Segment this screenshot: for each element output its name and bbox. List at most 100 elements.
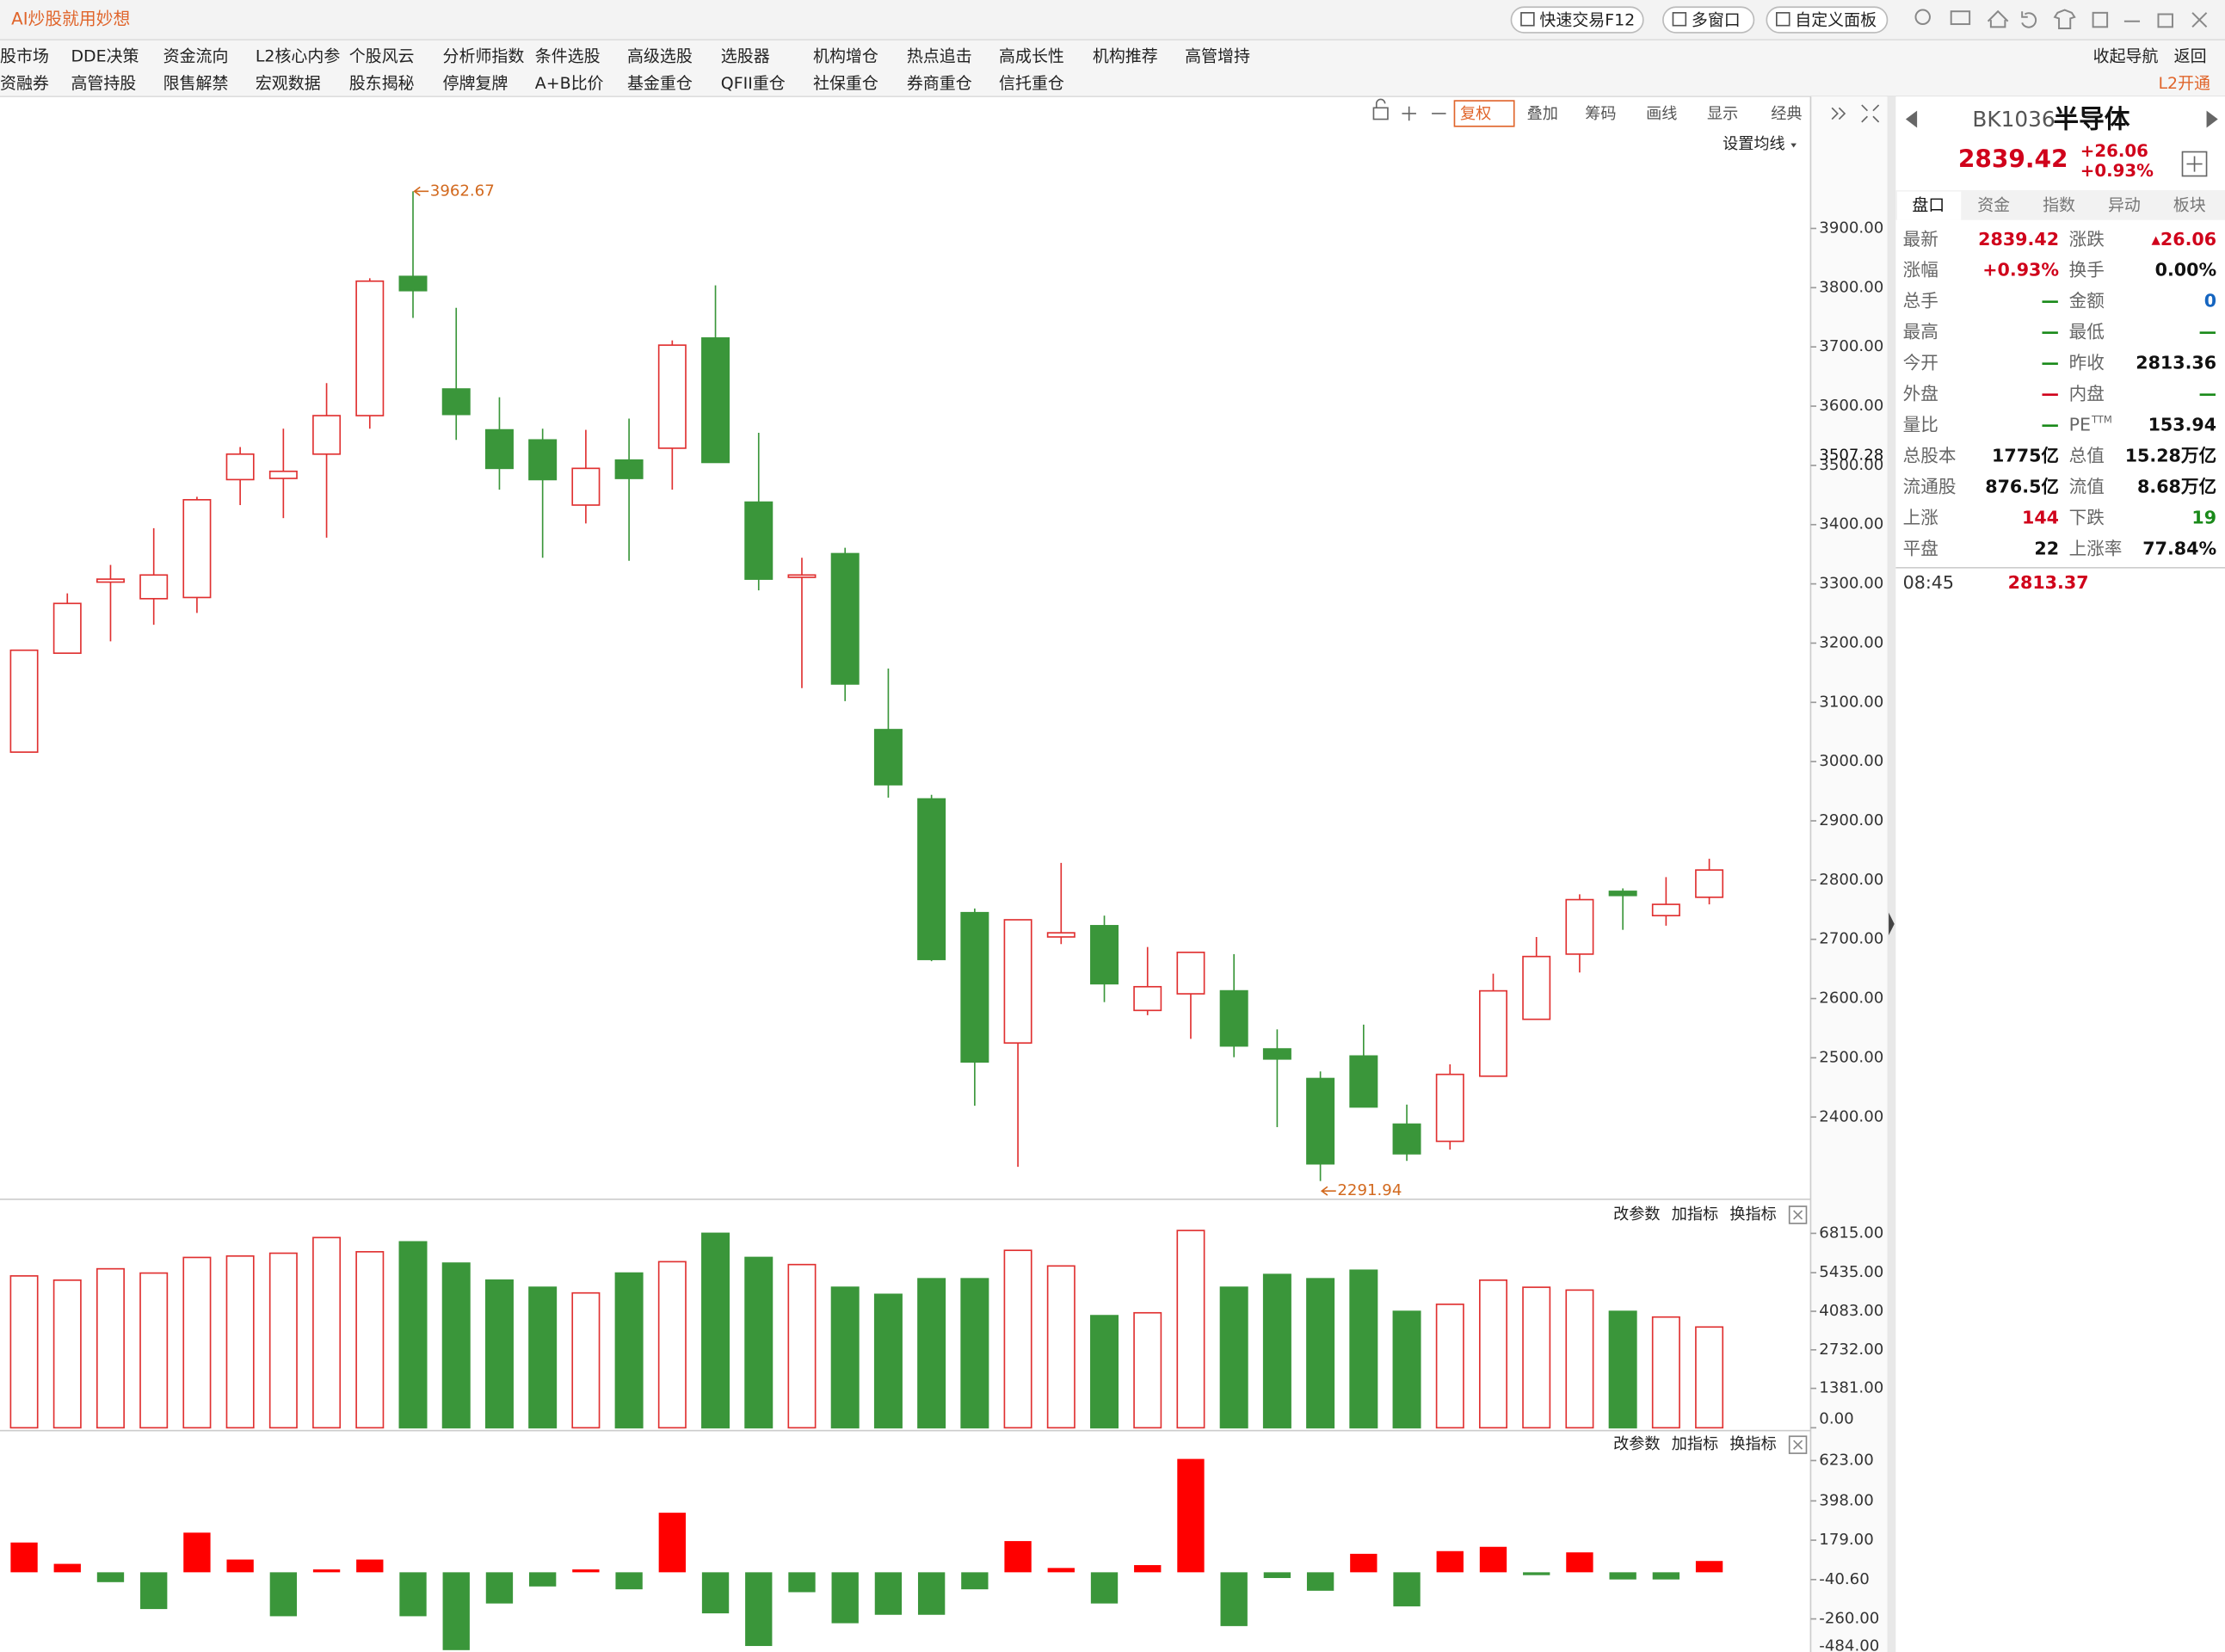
user-icon[interactable] xyxy=(1914,9,1931,26)
volume-bar xyxy=(1608,1310,1637,1429)
quote-label: 最新 xyxy=(1903,229,1938,250)
menu-item[interactable]: 高级选股 xyxy=(627,46,693,65)
candle-body xyxy=(1219,989,1248,1047)
menu-item[interactable]: 停牌复牌 xyxy=(443,74,508,93)
candle-body xyxy=(1392,1123,1421,1155)
menu-item[interactable]: 分析师指数 xyxy=(443,46,525,65)
brand[interactable]: AI炒股就用妙想 xyxy=(11,9,130,29)
menu-item[interactable]: 返回 xyxy=(2174,46,2207,65)
quote-price: 2839.42 xyxy=(1958,145,2068,173)
volume-bar xyxy=(1133,1311,1162,1429)
splitter-arrow[interactable] xyxy=(1889,912,1895,936)
quote-label: 今开 xyxy=(1903,353,1938,373)
menu-item[interactable]: 信托重仓 xyxy=(999,74,1064,93)
menu-item[interactable]: L2核心内参 xyxy=(256,46,340,65)
y-tick-label: 1381.00 xyxy=(1819,1379,1883,1397)
volume-bar xyxy=(1651,1316,1680,1429)
menu-item[interactable]: L2开通 xyxy=(2158,74,2210,93)
menu-item[interactable]: 机构增仓 xyxy=(813,46,878,65)
toolbar-item[interactable]: 筹码 xyxy=(1585,105,1616,123)
quote-value: 2813.36 xyxy=(2136,353,2216,373)
quote-label: 换手 xyxy=(2069,260,2105,280)
menu-item[interactable]: 宏观数据 xyxy=(256,74,321,93)
macd-bar xyxy=(1090,1572,1119,1604)
indicator-button[interactable]: 换指标 xyxy=(1729,1205,1776,1224)
quote-tab[interactable]: 盘口 xyxy=(1912,196,1945,215)
indicator-button[interactable]: 改参数 xyxy=(1613,1435,1660,1453)
toolbar-item[interactable]: 经典 xyxy=(1771,105,1802,123)
quote-tab[interactable]: 指数 xyxy=(2043,196,2075,215)
macd-bar xyxy=(1652,1572,1680,1580)
indicator-button[interactable]: 加指标 xyxy=(1672,1435,1718,1453)
toolbar-item[interactable]: 复权 xyxy=(1460,105,1491,123)
menu-item[interactable]: 个股风云 xyxy=(349,46,415,65)
close-x xyxy=(1793,1439,1803,1450)
menu-item[interactable]: 高管持股 xyxy=(71,74,136,93)
add-button[interactable] xyxy=(2181,151,2208,177)
quote-label: 最高 xyxy=(1903,322,1938,342)
menu-item[interactable]: DDE决策 xyxy=(71,46,139,65)
menu-item[interactable]: 股市场 xyxy=(0,46,49,65)
skin-icon[interactable] xyxy=(2053,9,2076,29)
candle-body xyxy=(960,911,989,1063)
toolbar-item[interactable]: 画线 xyxy=(1646,105,1677,123)
float-icon[interactable] xyxy=(2092,11,2109,28)
menu-item[interactable]: 券商重仓 xyxy=(907,74,972,93)
candle-body xyxy=(1478,989,1507,1077)
quote-tab[interactable]: 异动 xyxy=(2108,196,2141,215)
toolbar-icon[interactable] xyxy=(1372,98,1389,120)
menu-item[interactable]: 条件选股 xyxy=(535,46,601,65)
macd-bar xyxy=(1177,1458,1205,1573)
quote-value: — xyxy=(2198,384,2216,404)
menu-item[interactable]: 资金流向 xyxy=(163,46,229,65)
candle-body xyxy=(355,280,385,416)
quote-label: 外盘 xyxy=(1903,384,1938,404)
quote-value: 1775亿 xyxy=(1992,445,2059,465)
menu-item[interactable]: 资融券 xyxy=(0,74,49,93)
quote-tab[interactable]: 板块 xyxy=(2173,196,2206,215)
menu-item[interactable]: 高管增持 xyxy=(1185,46,1250,65)
back-icon[interactable] xyxy=(2021,11,2037,28)
ma-setting[interactable]: 设置均线 xyxy=(1723,135,1785,153)
menu-item[interactable]: 股东揭秘 xyxy=(349,74,415,93)
indicator-button[interactable]: 加指标 xyxy=(1672,1205,1718,1224)
home-icon[interactable] xyxy=(1987,9,2009,28)
macd-bar xyxy=(1695,1561,1723,1573)
menu-item[interactable]: 机构推荐 xyxy=(1093,46,1158,65)
y-tick-label: 5435.00 xyxy=(1819,1263,1883,1281)
toolbar-icon[interactable] xyxy=(1402,106,1416,121)
candle-body xyxy=(1003,919,1032,1045)
candle-body xyxy=(1349,1055,1378,1108)
volume-bar xyxy=(787,1263,817,1429)
menu-item[interactable]: 高成长性 xyxy=(999,46,1064,65)
indicator-button[interactable]: 换指标 xyxy=(1729,1435,1776,1453)
splitter[interactable] xyxy=(1887,96,1896,1652)
toolbar-item[interactable]: 叠加 xyxy=(1527,105,1558,123)
macd-bar xyxy=(183,1532,211,1573)
y-tick-label: 3400.00 xyxy=(1819,515,1883,533)
menu-item[interactable]: 社保重仓 xyxy=(813,74,878,93)
quote-tab[interactable]: 资金 xyxy=(1977,196,2010,215)
menu-item[interactable]: 基金重仓 xyxy=(627,74,693,93)
indicator-button[interactable]: 改参数 xyxy=(1613,1205,1660,1224)
menu-item[interactable]: 收起导航 xyxy=(2093,46,2159,65)
header-button[interactable] xyxy=(1766,6,1889,34)
macd-bar xyxy=(442,1572,470,1650)
mail-icon[interactable] xyxy=(1950,10,1971,26)
macd-bar xyxy=(1566,1552,1593,1573)
close-icon[interactable] xyxy=(2191,12,2208,28)
menu-item[interactable]: QFII重仓 xyxy=(721,74,786,93)
max-icon[interactable] xyxy=(2157,13,2173,28)
menu-item[interactable]: 选股器 xyxy=(721,46,770,65)
menu-item[interactable]: 热点追击 xyxy=(907,46,972,65)
toolbar-icon[interactable] xyxy=(1831,104,1880,123)
menu-item[interactable]: 限售解禁 xyxy=(163,74,229,93)
volume-bar xyxy=(701,1232,730,1429)
menu-item[interactable]: A+B比价 xyxy=(535,74,604,93)
toolbar-item[interactable]: 显示 xyxy=(1707,105,1738,123)
quote-panel xyxy=(1895,96,2225,1652)
header-button-label: 快速交易F12 xyxy=(1539,10,1635,29)
price-axis-bg xyxy=(1810,96,1888,1652)
header-button[interactable] xyxy=(1510,6,1644,34)
candle-body xyxy=(398,275,428,292)
